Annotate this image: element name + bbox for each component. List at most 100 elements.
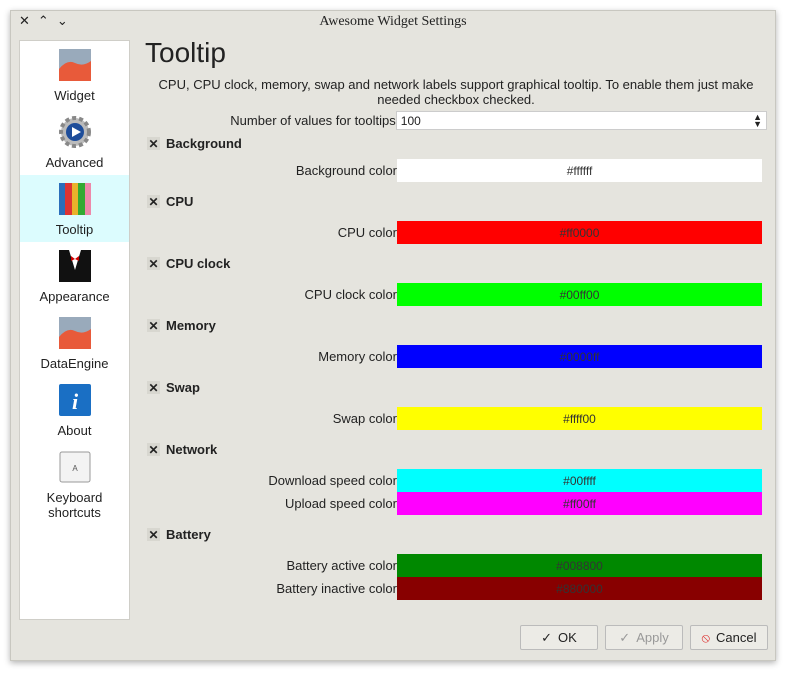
ok-button[interactable]: ✓ OK <box>520 625 598 650</box>
sidebar-item-label: Advanced <box>45 155 104 170</box>
color-row: Upload speed color #ff00ff <box>145 492 767 515</box>
sidebar-item-appearance[interactable]: Appearance <box>20 242 129 309</box>
color-value: #00ffff <box>563 473 596 488</box>
section-label: Network <box>166 442 218 457</box>
apply-label: Apply <box>636 630 669 645</box>
sidebar-item-advanced[interactable]: Advanced <box>20 108 129 175</box>
checkbox-checked-icon[interactable]: ✕ <box>147 527 160 542</box>
color-row: Download speed color #00ffff <box>145 469 767 492</box>
svg-text:i: i <box>71 389 78 414</box>
chevron-up-icon[interactable]: ⌃ <box>37 13 49 28</box>
gear-icon <box>58 116 91 155</box>
sidebar-item-label: Keyboard shortcuts <box>46 490 103 520</box>
color-row: Background color #ffffff <box>145 159 767 182</box>
window-title: Awesome Widget Settings <box>319 14 467 29</box>
section-label: CPU <box>166 194 194 209</box>
cancel-icon: ⦸ <box>701 629 710 645</box>
checkbox-memory[interactable]: ✕ Memory <box>145 314 767 337</box>
checkbox-swap[interactable]: ✕ Swap <box>145 376 767 399</box>
color-picker-button[interactable]: #0000ff <box>397 345 762 368</box>
sidebar: Widget Advanced Tooltip Appearance DataEngin… <box>19 40 130 620</box>
sidebar-item-label: Tooltip <box>55 222 94 237</box>
svg-text:A: A <box>72 464 78 473</box>
color-picker-button[interactable]: #00ff00 <box>397 283 762 306</box>
checkbox-cpu[interactable]: ✕ CPU <box>145 190 767 213</box>
color-label: Upload speed color <box>284 496 397 511</box>
checkbox-checked-icon[interactable]: ✕ <box>147 442 160 457</box>
color-picker-button[interactable]: #ff00ff <box>397 492 762 515</box>
checkbox-checked-icon[interactable]: ✕ <box>147 318 160 333</box>
color-row: Battery active color #008800 <box>145 554 767 577</box>
checkbox-checked-icon[interactable]: ✕ <box>147 380 160 395</box>
color-row: Swap color #ffff00 <box>145 407 767 430</box>
checkbox-checked-icon[interactable]: ✕ <box>147 194 160 209</box>
color-row: CPU clock color #00ff00 <box>145 283 767 306</box>
keyboard-key-icon: A <box>59 451 91 490</box>
info-icon: i <box>58 384 91 423</box>
ok-label: OK <box>558 630 577 645</box>
sidebar-item-about[interactable]: i About <box>20 376 129 443</box>
check-icon: ✓ <box>541 629 553 645</box>
section-label: Swap <box>166 380 200 395</box>
num-values-spinbox[interactable]: 100 ▲ ▼ <box>395 111 767 130</box>
checkbox-battery[interactable]: ✕ Battery <box>145 523 767 546</box>
section-label: Battery <box>166 527 211 542</box>
cancel-label: Cancel <box>716 630 757 645</box>
checkbox-checked-icon[interactable]: ✕ <box>147 136 160 151</box>
section-label: Background <box>166 136 242 151</box>
main-panel: Tooltip CPU, CPU clock, memory, swap and… <box>145 37 767 600</box>
description: CPU, CPU clock, memory, swap and network… <box>158 77 754 107</box>
color-value: #ff0000 <box>559 225 600 240</box>
section-label: CPU clock <box>166 256 231 271</box>
checkbox-network[interactable]: ✕ Network <box>145 438 767 461</box>
color-label: CPU clock color <box>304 287 397 302</box>
checkbox-background[interactable]: ✕ Background <box>145 132 767 155</box>
sidebar-item-label: About <box>57 423 92 438</box>
sidebar-item-label: DataEngine <box>40 356 109 371</box>
settings-window: ✕ ⌃ ⌄ Awesome Widget Settings Widget Adva… <box>10 10 776 661</box>
apply-button[interactable]: ✓ Apply <box>605 625 683 650</box>
color-picker-button[interactable]: #ffff00 <box>397 407 762 430</box>
color-picker-button[interactable]: #ff0000 <box>397 221 762 244</box>
color-picker-button[interactable]: #880000 <box>397 577 762 600</box>
color-label: Swap color <box>332 411 397 426</box>
tooltip-bars-icon <box>58 183 91 222</box>
color-label: Battery active color <box>286 558 397 573</box>
color-row: Memory color #0000ff <box>145 345 767 368</box>
color-value: #ff00ff <box>563 496 596 511</box>
color-value: #0000ff <box>559 349 600 364</box>
color-label: Memory color <box>318 349 397 364</box>
sidebar-item-label: Widget <box>54 88 95 103</box>
color-row: CPU color #ff0000 <box>145 221 767 244</box>
color-value: #008800 <box>556 558 603 573</box>
color-value: #00ff00 <box>559 287 600 302</box>
chevron-down-icon[interactable]: ⌄ <box>56 13 68 28</box>
widget-chart-icon <box>58 317 91 356</box>
title-bar: ✕ ⌃ ⌄ Awesome Widget Settings <box>11 11 775 33</box>
sidebar-item-widget[interactable]: Widget <box>20 41 129 108</box>
color-label: Download speed color <box>268 473 397 488</box>
checkbox-checked-icon[interactable]: ✕ <box>147 256 160 271</box>
color-label: Background color <box>295 163 397 178</box>
color-picker-button[interactable]: #00ffff <box>397 469 762 492</box>
sidebar-item-tooltip[interactable]: Tooltip <box>20 175 129 242</box>
sidebar-item-dataengine[interactable]: DataEngine <box>20 309 129 376</box>
color-label: CPU color <box>337 225 397 240</box>
check-icon: ✓ <box>619 629 631 645</box>
cancel-button[interactable]: ⦸ Cancel <box>690 625 768 650</box>
color-picker-button[interactable]: #ffffff <box>397 159 762 182</box>
color-picker-button[interactable]: #008800 <box>397 554 762 577</box>
tuxedo-icon <box>58 250 91 289</box>
close-icon[interactable]: ✕ <box>19 13 30 28</box>
widget-chart-icon <box>58 49 91 88</box>
color-label: Battery inactive color <box>276 581 397 596</box>
page-title: Tooltip <box>145 37 226 68</box>
color-value: #880000 <box>556 581 603 596</box>
color-value: #ffff00 <box>563 411 596 426</box>
checkbox-cpu-clock[interactable]: ✕ CPU clock <box>145 252 767 275</box>
spin-arrows-icon[interactable]: ▲ ▼ <box>753 111 762 129</box>
num-values-value: 100 <box>400 113 421 128</box>
sidebar-item-keyboard-shortcuts[interactable]: A Keyboard shortcuts <box>20 443 129 520</box>
num-values-label: Number of values for tooltips <box>230 113 396 128</box>
color-row: Battery inactive color #880000 <box>145 577 767 600</box>
